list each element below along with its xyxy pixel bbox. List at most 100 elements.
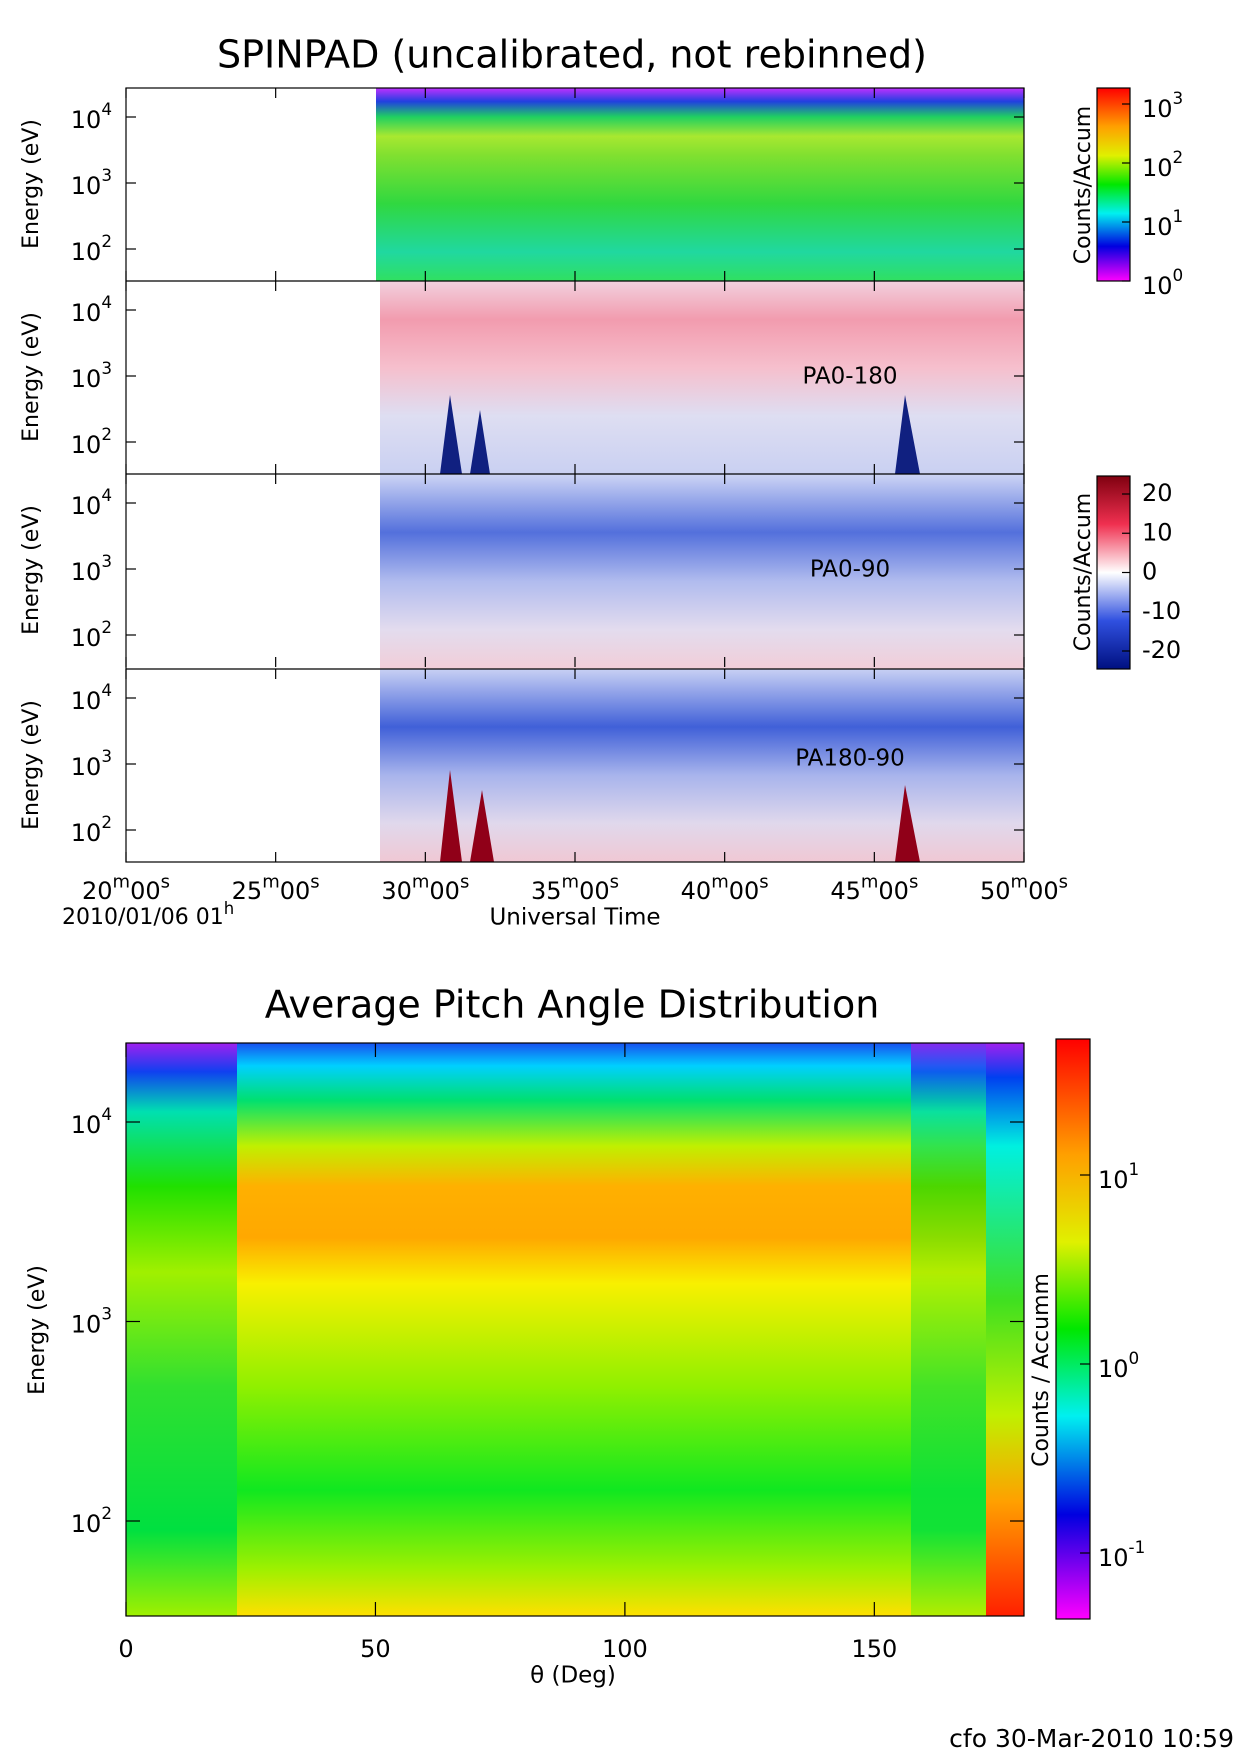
- tick-exp: 4: [101, 1104, 112, 1124]
- label-part: s: [310, 871, 319, 892]
- tick-base: 10: [71, 431, 102, 459]
- label-part: s: [610, 871, 619, 892]
- y-label: Energy (eV): [25, 1265, 50, 1395]
- colorbar-label: Counts/Accum: [1071, 106, 1096, 264]
- tick-base: 10: [71, 558, 102, 586]
- label-part: m: [1011, 871, 1029, 892]
- tick-label: 103: [71, 358, 112, 393]
- y-label: Energy (eV): [19, 505, 44, 635]
- label-part: m: [711, 871, 729, 892]
- tick-label: 102: [71, 424, 112, 459]
- colorbar-counts: [1097, 88, 1130, 281]
- tick-label: 102: [71, 1503, 112, 1538]
- x-tick-label: 35m00s: [531, 871, 619, 905]
- tick-base: 10: [1098, 1166, 1129, 1194]
- tick-label: 103: [71, 551, 112, 586]
- label-part: 2010/01/06 01: [62, 905, 224, 930]
- label-part: s: [759, 871, 768, 892]
- tick-label: 10: [1142, 518, 1173, 546]
- x-tick-label: 150: [851, 1635, 897, 1663]
- title: Average Pitch Angle Distribution: [265, 983, 880, 1027]
- footer: cfo 30-Mar-2010 10:59: [949, 1724, 1234, 1753]
- x-tick-label: 50m00s: [980, 871, 1068, 905]
- tick-exp: 2: [101, 231, 112, 251]
- tick-label: 0: [1142, 558, 1157, 586]
- label-part: 30: [381, 877, 412, 905]
- tick-label: 20: [1142, 479, 1173, 507]
- tick-base: 10: [71, 299, 102, 327]
- y-label: Energy (eV): [19, 312, 44, 442]
- label-part: 20: [82, 877, 113, 905]
- panel-label: PA0-180: [803, 364, 898, 390]
- colorbar-bottom: [1056, 1039, 1090, 1619]
- spike: [440, 395, 920, 474]
- tick-base: 10: [1098, 1355, 1129, 1383]
- label-part: m: [412, 871, 430, 892]
- tick-base: 10: [1142, 272, 1173, 300]
- tick-label: 102: [71, 231, 112, 266]
- panel-label: PA180-90: [795, 746, 905, 772]
- tick-label: 103: [71, 1304, 112, 1339]
- date-label: 2010/01/06 01h: [62, 899, 234, 930]
- tick-label: 103: [71, 746, 112, 781]
- tick-label: 101: [1142, 206, 1183, 241]
- label-part: 25: [232, 877, 263, 905]
- frame: [1096, 87, 1131, 282]
- tick-exp: 4: [101, 485, 112, 505]
- frame: [1055, 1038, 1091, 1620]
- tick-label: 104: [71, 99, 112, 134]
- label-part: 00: [429, 877, 460, 905]
- tick-base: 10: [71, 172, 102, 200]
- label-part: 35: [531, 877, 562, 905]
- tick-label: 102: [71, 617, 112, 652]
- tick-base: 10: [71, 753, 102, 781]
- label-part: s: [909, 871, 918, 892]
- x-tick-label: 25m00s: [232, 871, 320, 905]
- tick-exp: 2: [101, 1503, 112, 1523]
- tick-exp: 2: [101, 424, 112, 444]
- tick-base: 10: [1142, 95, 1173, 123]
- heatmap-edge: [986, 1043, 1024, 1616]
- label-part: 00: [1028, 877, 1059, 905]
- tick-label: 103: [1142, 88, 1183, 123]
- x-tick-label: 45m00s: [830, 871, 918, 905]
- label-part: s: [460, 871, 469, 892]
- x-tick-label: 0: [118, 1635, 133, 1663]
- y-label: Energy (eV): [19, 119, 44, 249]
- tick-label: 102: [71, 812, 112, 847]
- heatmap: [126, 1043, 1024, 1616]
- x-label: θ (Deg): [530, 1663, 616, 1689]
- x-tick-label: 50: [360, 1635, 391, 1663]
- tick-exp: 4: [101, 292, 112, 312]
- label-part: 00: [130, 877, 161, 905]
- y-label: Energy (eV): [19, 700, 44, 830]
- tick-base: 10: [1142, 213, 1173, 241]
- title: SPINPAD (uncalibrated, not rebinned): [217, 33, 927, 77]
- label-part: s: [161, 871, 170, 892]
- tick-exp: 2: [1173, 147, 1184, 167]
- tick-exp: 0: [1173, 265, 1184, 285]
- tick-label: 100: [1098, 1348, 1139, 1383]
- tick-base: 10: [71, 1311, 102, 1339]
- label-part: 00: [579, 877, 610, 905]
- x-tick-label: 100: [602, 1635, 648, 1663]
- tick-exp: 3: [101, 358, 112, 378]
- tick-label: -20: [1142, 636, 1181, 664]
- colorbar-label: Counts / Accumm: [1029, 1273, 1054, 1467]
- x-tick-label: 40m00s: [681, 871, 769, 905]
- tick-base: 10: [1098, 1544, 1129, 1572]
- tick-exp: 1: [1129, 1159, 1140, 1179]
- label-part: s: [1059, 871, 1068, 892]
- label-part: 00: [878, 877, 909, 905]
- spectrogram-fills: [126, 88, 1130, 1619]
- x-tick-label: 20m00s: [82, 871, 170, 905]
- spectrogram-pa0-180: [380, 281, 1024, 474]
- tick-label: 103: [71, 165, 112, 200]
- tick-base: 10: [1142, 154, 1173, 182]
- tick-label: 104: [71, 485, 112, 520]
- label-part: m: [262, 871, 280, 892]
- label-part: h: [224, 899, 234, 918]
- label-part: m: [861, 871, 879, 892]
- tick-label: 104: [71, 680, 112, 715]
